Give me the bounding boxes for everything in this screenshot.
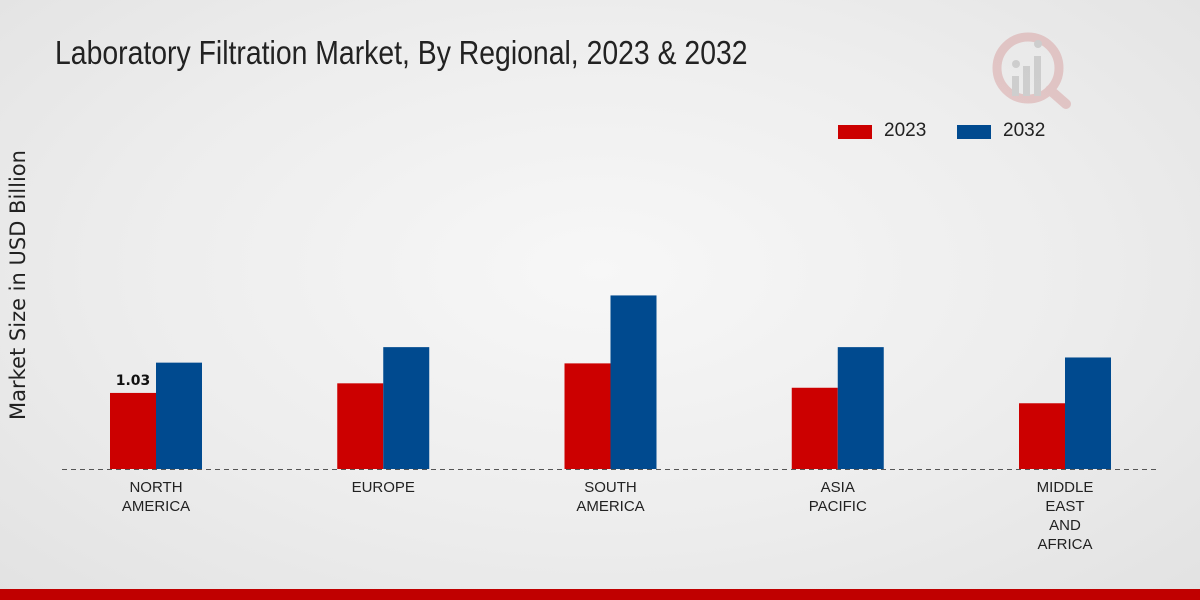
bar-2032-middle-east-and-africa [1065, 357, 1111, 469]
bar-2032-asia-pacific [837, 347, 884, 469]
x-tick-label-asia-pacific: ASIA PACIFIC [809, 479, 867, 515]
data-label-2023-north-america: 1.03 [116, 373, 151, 389]
bar-2023-north-america [110, 392, 156, 469]
x-tick-label-north-america: NORTH AMERICA [122, 479, 190, 515]
legend-swatch-2032 [957, 125, 991, 139]
bar-2023-south-america [564, 363, 611, 469]
x-tick-label-middle-east-and-africa: MIDDLE EAST AND AFRICA [1037, 479, 1094, 553]
bar-2032-north-america [156, 362, 202, 469]
bar-2023-asia-pacific [791, 387, 838, 469]
brand-logo-icon [990, 30, 1074, 112]
x-tick-label-south-america: SOUTH AMERICA [576, 479, 644, 515]
bar-2023-middle-east-and-africa [1019, 403, 1065, 469]
bar-2032-europe [383, 347, 430, 469]
legend-label-2023: 2023 [884, 120, 927, 141]
footer-accent-bar [0, 589, 1200, 600]
legend-swatch-2023 [838, 125, 872, 139]
bar-2023-europe [337, 383, 384, 469]
x-tick-label-europe: EUROPE [352, 479, 415, 496]
bar-2032-south-america [610, 295, 657, 469]
legend-label-2032: 2032 [1003, 120, 1046, 141]
chart-title: Laboratory Filtration Market, By Regiona… [55, 34, 748, 71]
